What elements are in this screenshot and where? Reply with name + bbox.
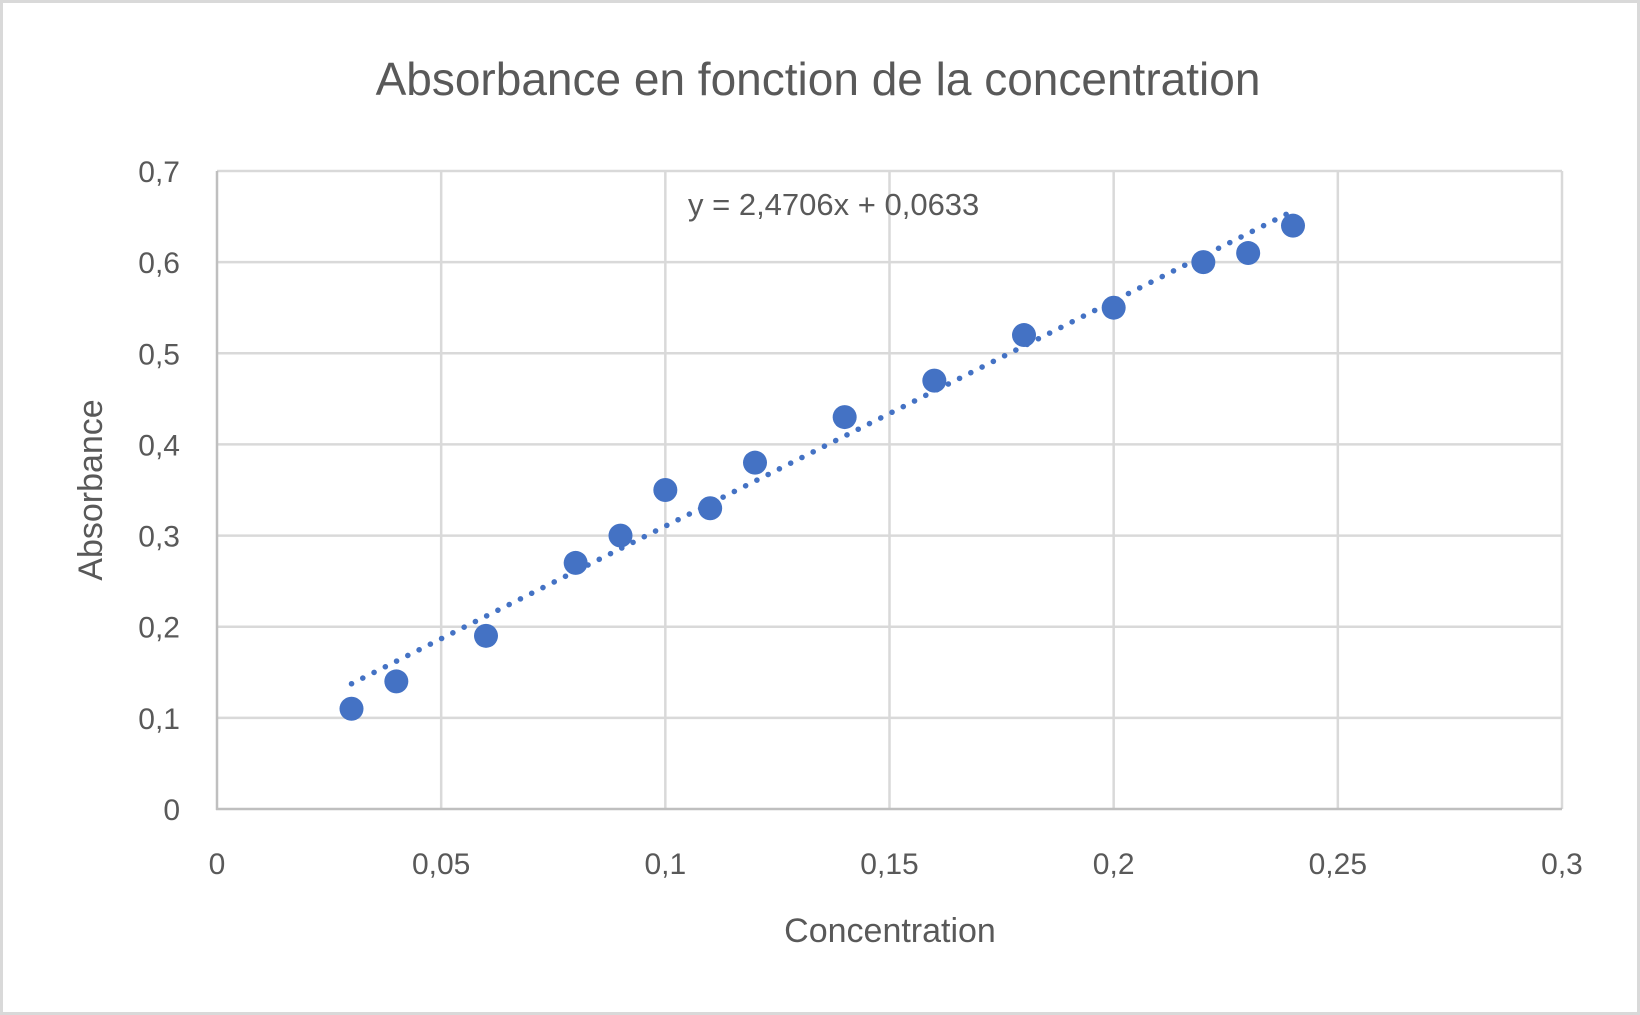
gridlines <box>217 169 1564 809</box>
data-point <box>698 496 723 521</box>
trendline-equation: y = 2,4706x + 0,0633 <box>688 187 979 222</box>
data-point <box>608 523 633 548</box>
data-point <box>1191 250 1216 275</box>
data-point <box>474 623 498 648</box>
data-point <box>1236 241 1261 266</box>
data-point <box>563 550 588 575</box>
y-axis-tick-labels: 0 0,1 0,2 0,3 0,4 0,5 0,6 0,7 <box>138 156 180 827</box>
y-axis-title: Absorbance <box>72 399 110 580</box>
x-axis-title: Concentration <box>784 912 996 950</box>
data-point <box>743 450 767 475</box>
x-tick-label: 0,1 <box>644 848 686 881</box>
x-tick-label: 0,15 <box>860 848 918 881</box>
y-tick-label: 0 <box>163 794 180 827</box>
data-point <box>832 405 857 430</box>
y-tick-label: 0,5 <box>138 338 180 371</box>
data-point <box>1281 213 1305 238</box>
data-point <box>1012 323 1036 348</box>
y-tick-label: 0,7 <box>138 156 180 189</box>
x-tick-label: 0,05 <box>412 848 470 881</box>
trendline <box>348 208 1296 687</box>
data-point <box>653 478 678 502</box>
chart-title: Absorbance en fonction de la concentrati… <box>376 53 1261 105</box>
data-point <box>384 669 409 694</box>
y-tick-label: 0,3 <box>138 521 180 554</box>
data-point <box>339 696 364 721</box>
x-tick-label: 0,2 <box>1093 848 1135 881</box>
x-tick-label: 0 <box>209 848 226 881</box>
axes <box>215 171 1562 811</box>
x-tick-label: 0,3 <box>1541 848 1583 881</box>
y-tick-label: 0,6 <box>138 247 180 280</box>
y-tick-label: 0,2 <box>138 612 180 645</box>
y-tick-label: 0,4 <box>138 429 180 462</box>
x-axis-tick-labels: 0 0,05 0,1 0,15 0,2 0,25 0,3 <box>209 848 1583 881</box>
data-point <box>1101 295 1126 320</box>
y-tick-label: 0,1 <box>138 703 180 736</box>
data-point <box>922 368 947 393</box>
data-points <box>339 213 1305 721</box>
trendline-path <box>348 208 1296 687</box>
x-tick-label: 0,25 <box>1309 848 1367 881</box>
